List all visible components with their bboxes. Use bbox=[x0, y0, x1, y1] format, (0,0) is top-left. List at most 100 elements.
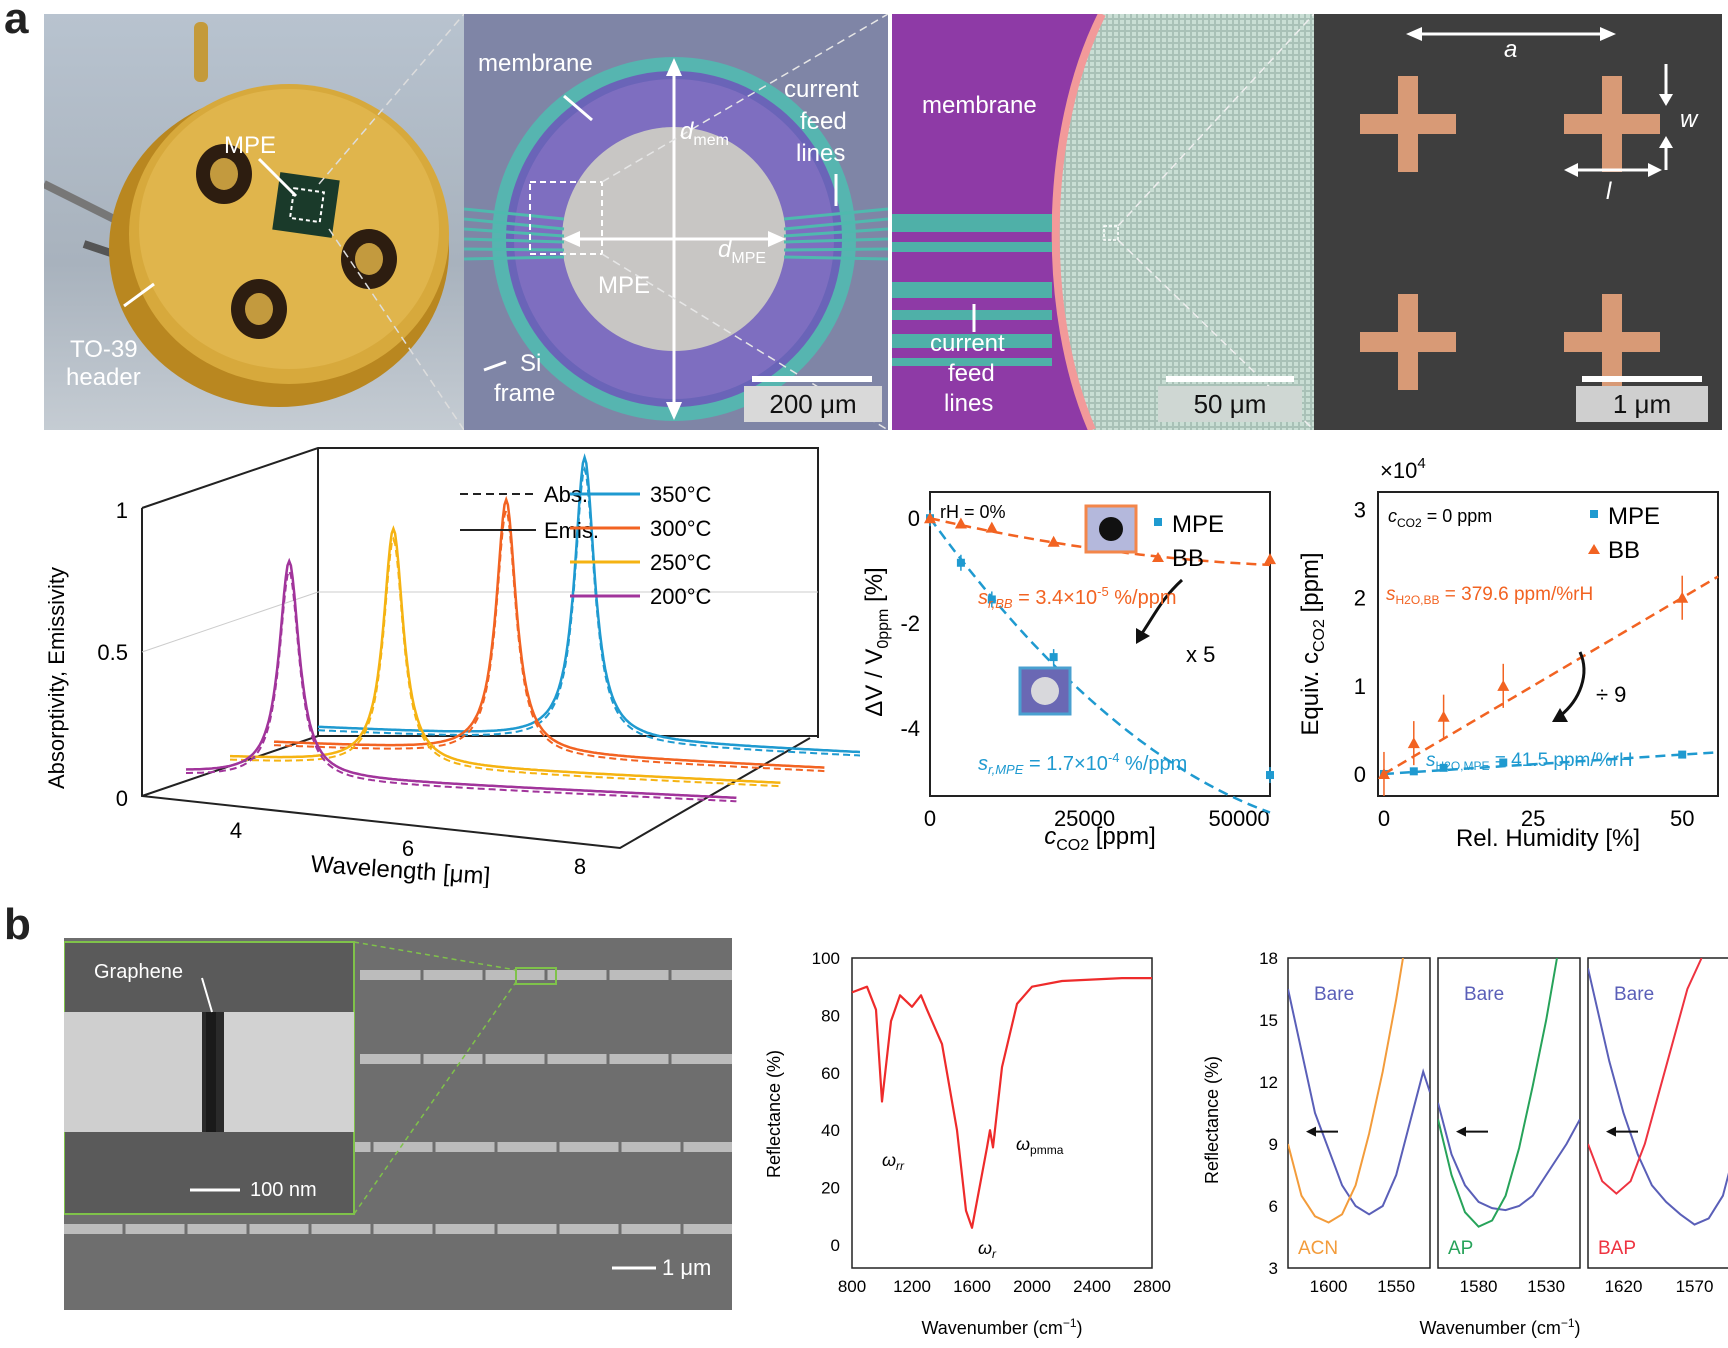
multiplier: ×104 bbox=[1380, 455, 1426, 483]
subplot-frame-2 bbox=[1587, 957, 1728, 1269]
scale-bar-line bbox=[752, 376, 872, 382]
y-tick-1: 1 bbox=[1354, 674, 1366, 699]
omega-r: ωr bbox=[978, 1238, 997, 1261]
chart-deltaV-co2: 0 25000 50000 0 -2 -4 rH = 0% x 5 sr,BB = 3.4… bbox=[861, 491, 1276, 854]
ads-label-2: BAP bbox=[1598, 1238, 1636, 1259]
plot-area bbox=[851, 977, 1152, 1229]
shift-arrow-head-2 bbox=[1606, 1126, 1616, 1137]
point-1-2 bbox=[985, 521, 998, 533]
point-0-2 bbox=[987, 595, 996, 604]
abs-line-2 bbox=[230, 536, 781, 788]
legend-temp-0: 350°C bbox=[650, 482, 712, 507]
x-tick-2: 50 bbox=[1670, 806, 1694, 831]
panel-letter-b: b bbox=[4, 900, 31, 949]
scale-bar-1um: 1 μm bbox=[1576, 386, 1708, 422]
a-label: a bbox=[1504, 36, 1518, 63]
y-tick-0: 0 bbox=[908, 506, 920, 531]
spectra-group bbox=[185, 453, 860, 803]
legend-mpe: MPE bbox=[1172, 511, 1224, 538]
subplot-frame-0 bbox=[1287, 957, 1431, 1269]
tick-labels: 3 6 9 12 15 18 1600 1550 1580 1530 1620 1570 bbox=[1259, 949, 1713, 1296]
current-label: current bbox=[784, 76, 859, 103]
plot-frame bbox=[851, 957, 1153, 1269]
x-tick-4: 4 bbox=[230, 818, 242, 843]
x-tick-1-1: 1530 bbox=[1527, 1277, 1565, 1296]
y-tick-1: -2 bbox=[900, 611, 920, 636]
point-1-0 bbox=[924, 512, 936, 524]
mpe-label: MPE bbox=[224, 132, 277, 159]
frame-label: frame bbox=[494, 380, 556, 407]
fit-line-1 bbox=[1383, 575, 1719, 776]
feed-zoom-label: feed bbox=[948, 360, 995, 387]
scale-1um: 1 μm bbox=[662, 1255, 712, 1280]
micrograph-zoom: membrane current feed lines 50 μm bbox=[892, 14, 1314, 430]
x-tick-1: 1200 bbox=[893, 1277, 931, 1296]
shift-arrow-head-0 bbox=[1306, 1126, 1316, 1137]
ads-label-1: AP bbox=[1448, 1238, 1473, 1259]
chart-equiv-co2-humidity: ×104 0 25 50 0 1 2 3 cCO2 = 0 ppm MPE BB sH2O,… bbox=[1297, 455, 1719, 852]
bare-label-2: Bare bbox=[1614, 984, 1654, 1005]
scale-bar-50um: 50 μm bbox=[1158, 386, 1302, 422]
y-tick-05: 0.5 bbox=[97, 640, 128, 665]
x-tick-1: 25000 bbox=[1054, 806, 1115, 831]
bb-fit-label: sr,BB = 3.4×10-5 %/ppm bbox=[978, 584, 1176, 611]
x-axis-label: cCO2 [ppm] bbox=[1044, 823, 1156, 854]
membrane-illustration bbox=[464, 14, 888, 430]
curved-arrow bbox=[1559, 651, 1586, 718]
point-1-4 bbox=[1264, 553, 1276, 565]
point-1-4 bbox=[1676, 591, 1689, 603]
mpe-fit-label: sH2O,MPE = 41.5 ppm/%rH bbox=[1426, 750, 1633, 773]
subplot-lines-1 bbox=[1438, 958, 1580, 1228]
legend-bb-marker bbox=[1588, 544, 1600, 554]
membrane-label: membrane bbox=[478, 50, 593, 77]
subplot-lines-0 bbox=[1288, 958, 1430, 1224]
bare-label-1: Bare bbox=[1464, 984, 1504, 1005]
annotation-rh: rH = 0% bbox=[940, 502, 1006, 522]
y-tick-2: 40 bbox=[821, 1121, 840, 1140]
bare-line-2 bbox=[1588, 968, 1728, 1226]
legend-temp-2: 250°C bbox=[650, 550, 712, 575]
omega-rr: ωrr bbox=[882, 1150, 905, 1173]
subplot-lines-2 bbox=[1588, 958, 1728, 1226]
ads-line-0 bbox=[1288, 958, 1404, 1224]
x-tick-1: 25 bbox=[1521, 806, 1545, 831]
y-tick-2: -4 bbox=[900, 716, 920, 741]
x-tick-5: 2800 bbox=[1133, 1277, 1171, 1296]
legend-temp-3: 200°C bbox=[650, 584, 712, 609]
tick-labels: 800 1200 1600 2000 2400 2800 0 20 40 60 80 100 bbox=[812, 949, 1171, 1296]
x-tick-4: 2400 bbox=[1073, 1277, 1111, 1296]
y-tick-2: 9 bbox=[1269, 1135, 1278, 1154]
x-tick-3: 2000 bbox=[1013, 1277, 1051, 1296]
point-1-1 bbox=[1407, 737, 1420, 749]
membrane-zoom-label: membrane bbox=[922, 92, 1037, 119]
point-1-1 bbox=[954, 517, 967, 529]
y-tick-3: 12 bbox=[1259, 1073, 1278, 1092]
y-tick-0: 0 bbox=[116, 786, 128, 811]
y-axis-label: Reflectance (%) bbox=[764, 1050, 784, 1178]
bare-label-0: Bare bbox=[1314, 984, 1354, 1005]
plot-frame bbox=[929, 491, 1271, 797]
abs-line-1 bbox=[274, 507, 825, 773]
factor-div9: ÷ 9 bbox=[1596, 682, 1626, 707]
annotation-c: cCO2 = 0 ppm bbox=[1388, 506, 1492, 530]
ads-label-0: ACN bbox=[1298, 1238, 1338, 1259]
x-tick-1-0: 1580 bbox=[1460, 1277, 1498, 1296]
x-tick-2: 1600 bbox=[953, 1277, 991, 1296]
scale-bar-line-3 bbox=[1582, 376, 1702, 382]
legend-mpe-marker bbox=[1154, 518, 1162, 526]
y-tick-1: 20 bbox=[821, 1179, 840, 1198]
graphene-label: Graphene bbox=[94, 961, 183, 983]
mpe-center-label: MPE bbox=[598, 272, 651, 299]
y-tick-3: 60 bbox=[821, 1064, 840, 1083]
y-tick-4: 15 bbox=[1259, 1011, 1278, 1030]
scale-100nm: 100 nm bbox=[250, 1179, 317, 1201]
zoom-illustration bbox=[892, 14, 1314, 430]
d-mem-label: dmem bbox=[680, 118, 729, 149]
light-circle-icon bbox=[1031, 677, 1059, 705]
bare-line-1 bbox=[1438, 1102, 1580, 1212]
chart-reflectance-subplots: 3 6 9 12 15 18 1600 1550 1580 1530 1620 1570 Bare AC… bbox=[1202, 949, 1728, 1338]
header-label: header bbox=[66, 364, 141, 391]
plot-frame bbox=[1377, 491, 1719, 797]
omega-pmma: ωpmma bbox=[1016, 1134, 1064, 1157]
arrow-head-icon bbox=[1552, 708, 1568, 722]
